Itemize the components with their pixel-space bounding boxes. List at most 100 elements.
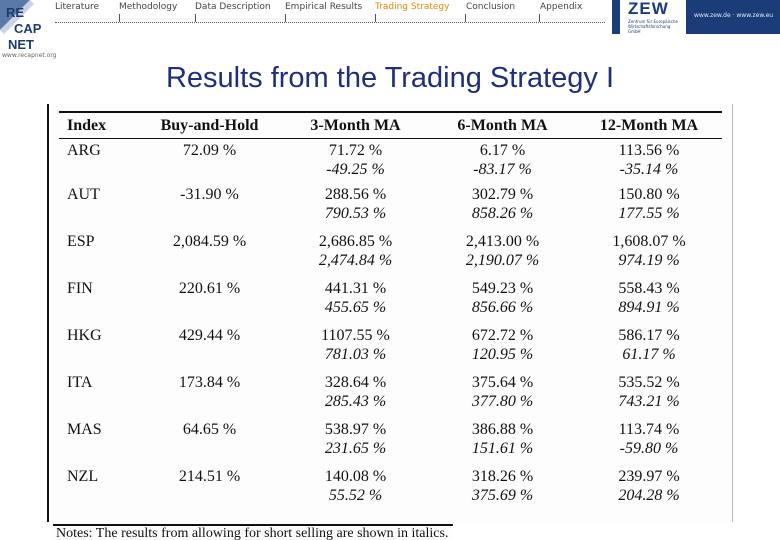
ma6-value: 386.88 % xyxy=(471,421,534,438)
ma6-short-value: 151.61 % xyxy=(471,440,534,457)
ma3-value: 441.31 % xyxy=(324,280,387,297)
ma6-short-value: 375.69 % xyxy=(471,487,534,504)
logo-line-3: NET xyxy=(8,37,34,52)
index-cell: ARG xyxy=(67,142,101,159)
zew-logo: ZEW Zentrum für Europäische Wirtschaftsf… xyxy=(620,0,686,34)
ma6-value: 2,413.00 % xyxy=(465,233,540,250)
ma3-short-value: -49.25 % xyxy=(326,161,385,178)
ma12-short-value: 177.55 % xyxy=(618,205,680,222)
ma6-cell: 2,413.00 % 2,190.07 % xyxy=(429,232,576,279)
ma3-short-value: 790.53 % xyxy=(324,205,387,222)
header-3-month-ma: 3-Month MA xyxy=(310,116,401,134)
ma3-short-value: 285.43 % xyxy=(324,393,387,410)
ma3-cell: 140.08 % 55.52 % xyxy=(282,467,429,514)
buy-and-hold-cell: 64.65 % xyxy=(182,421,237,438)
logo-line-1: RE xyxy=(6,5,24,20)
index-cell: NZL xyxy=(67,468,99,485)
buy-and-hold-cell: 2,084.59 % xyxy=(172,233,247,250)
ma6-short-value: 2,190.07 % xyxy=(465,252,540,269)
nav-divider xyxy=(285,14,286,22)
ma12-value: 113.56 % xyxy=(618,142,680,159)
table-row: HKG 429.44 % 1107.55 % 781.03 % 672.72 % 1… xyxy=(59,326,722,373)
table-header-row: Index Buy-and-Hold 3-Month MA 6-Month MA… xyxy=(59,113,722,138)
nav-item-data-description[interactable]: Data Description xyxy=(195,2,271,12)
ma3-short-value: 781.03 % xyxy=(324,346,387,363)
ma3-cell: 538.97 % 231.65 % xyxy=(282,420,429,467)
table-notes: Notes: The results from allowing for sho… xyxy=(53,524,453,540)
ma12-value: 586.17 % xyxy=(618,327,680,344)
ma12-short-value: 894.91 % xyxy=(618,299,680,316)
ma12-cell: 150.80 % 177.55 % xyxy=(576,185,722,232)
table-row: NZL 214.51 % 140.08 % 55.52 % 318.26 % 375… xyxy=(59,467,722,514)
index-cell: ESP xyxy=(67,233,95,250)
ma3-value: 328.64 % xyxy=(324,374,387,391)
ma6-cell: 549.23 % 856.66 % xyxy=(429,279,576,326)
table-row: ARG 72.09 % 71.72 % -49.25 % 6.17 % -83.17… xyxy=(59,138,722,185)
ma12-cell: 113.74 % -59.80 % xyxy=(576,420,722,467)
logo-url: www.recapnet.org xyxy=(2,52,57,59)
ma12-cell: 535.52 % 743.21 % xyxy=(576,373,722,420)
table-top-rule xyxy=(59,111,722,113)
ma3-cell: 328.64 % 285.43 % xyxy=(282,373,429,420)
ma6-cell: 672.72 % 120.95 % xyxy=(429,326,576,373)
results-table: Index Buy-and-Hold 3-Month MA 6-Month MA… xyxy=(59,113,722,514)
results-table-frame: Index Buy-and-Hold 3-Month MA 6-Month MA… xyxy=(47,104,733,522)
buy-and-hold-cell: 173.84 % xyxy=(178,374,241,391)
ma6-value: 302.79 % xyxy=(471,186,534,203)
nav-item-empirical-results[interactable]: Empirical Results xyxy=(285,2,363,12)
ma3-value: 71.72 % xyxy=(328,142,383,159)
table-header-rule xyxy=(59,138,722,139)
index-cell: MAS xyxy=(67,421,102,438)
nav-item-appendix[interactable]: Appendix xyxy=(540,2,583,12)
slide-title: Results from the Trading Strategy I xyxy=(165,62,615,94)
ma12-value: 535.52 % xyxy=(618,374,680,391)
zew-url: www.zew.de · www.zew.eu xyxy=(694,12,774,19)
ma12-cell: 558.43 % 894.91 % xyxy=(576,279,722,326)
nav-item-literature[interactable]: Literature xyxy=(55,2,100,12)
buy-and-hold-cell: 72.09 % xyxy=(182,142,237,159)
section-nav: Literature Methodology Data Description … xyxy=(55,0,605,23)
ma12-short-value: 743.21 % xyxy=(618,393,680,410)
header-12-month-ma: 12-Month MA xyxy=(599,116,699,134)
header-buy-and-hold: Buy-and-Hold xyxy=(160,116,259,134)
ma12-cell: 586.17 % 61.17 % xyxy=(576,326,722,373)
nav-divider xyxy=(465,14,466,22)
table-row: ESP 2,084.59 % 2,686.85 % 2,474.84 % 2,41… xyxy=(59,232,722,279)
nav-divider xyxy=(539,14,540,22)
ma12-value: 150.80 % xyxy=(618,186,680,203)
index-cell: ITA xyxy=(67,374,93,391)
ma6-cell: 386.88 % 151.61 % xyxy=(429,420,576,467)
zew-logo-subtitle: Zentrum für Europäische Wirtschaftsforsc… xyxy=(628,19,678,34)
ma6-cell: 318.26 % 375.69 % xyxy=(429,467,576,514)
ma6-short-value: 856.66 % xyxy=(471,299,534,316)
zew-logo-text: ZEW xyxy=(628,0,669,18)
nav-item-trading-strategy[interactable]: Trading Strategy xyxy=(375,2,450,12)
ma3-short-value: 231.65 % xyxy=(324,440,387,457)
ma12-short-value: 974.19 % xyxy=(618,252,680,269)
index-cell: AUT xyxy=(67,186,100,203)
ma3-cell: 288.56 % 790.53 % xyxy=(282,185,429,232)
ma3-cell: 1107.55 % 781.03 % xyxy=(282,326,429,373)
ma3-cell: 2,686.85 % 2,474.84 % xyxy=(282,232,429,279)
nav-item-conclusion[interactable]: Conclusion xyxy=(466,2,516,12)
ma3-short-value: 2,474.84 % xyxy=(318,252,393,269)
ma12-value: 558.43 % xyxy=(618,280,680,297)
nav-item-methodology[interactable]: Methodology xyxy=(119,2,178,12)
ma6-short-value: -83.17 % xyxy=(473,161,532,178)
ma6-value: 549.23 % xyxy=(471,280,534,297)
ma3-cell: 441.31 % 455.65 % xyxy=(282,279,429,326)
recapnet-logo-mark: RE CAP NET xyxy=(0,0,42,52)
index-cell: HKG xyxy=(67,327,102,344)
nav-divider xyxy=(195,14,196,22)
ma12-cell: 239.97 % 204.28 % xyxy=(576,467,722,514)
ma3-value: 2,686.85 % xyxy=(318,233,393,250)
ma6-cell: 6.17 % -83.17 % xyxy=(429,138,576,185)
ma12-cell: 1,608.07 % 974.19 % xyxy=(576,232,722,279)
recapnet-logo: RE CAP NET www.recapnet.org xyxy=(0,0,57,62)
nav-divider xyxy=(375,14,376,22)
ma12-short-value: -35.14 % xyxy=(619,161,679,178)
ma3-value: 140.08 % xyxy=(324,468,387,485)
ma6-short-value: 377.80 % xyxy=(471,393,534,410)
ma12-short-value: 61.17 % xyxy=(622,346,676,363)
ma3-value: 538.97 % xyxy=(324,421,387,438)
